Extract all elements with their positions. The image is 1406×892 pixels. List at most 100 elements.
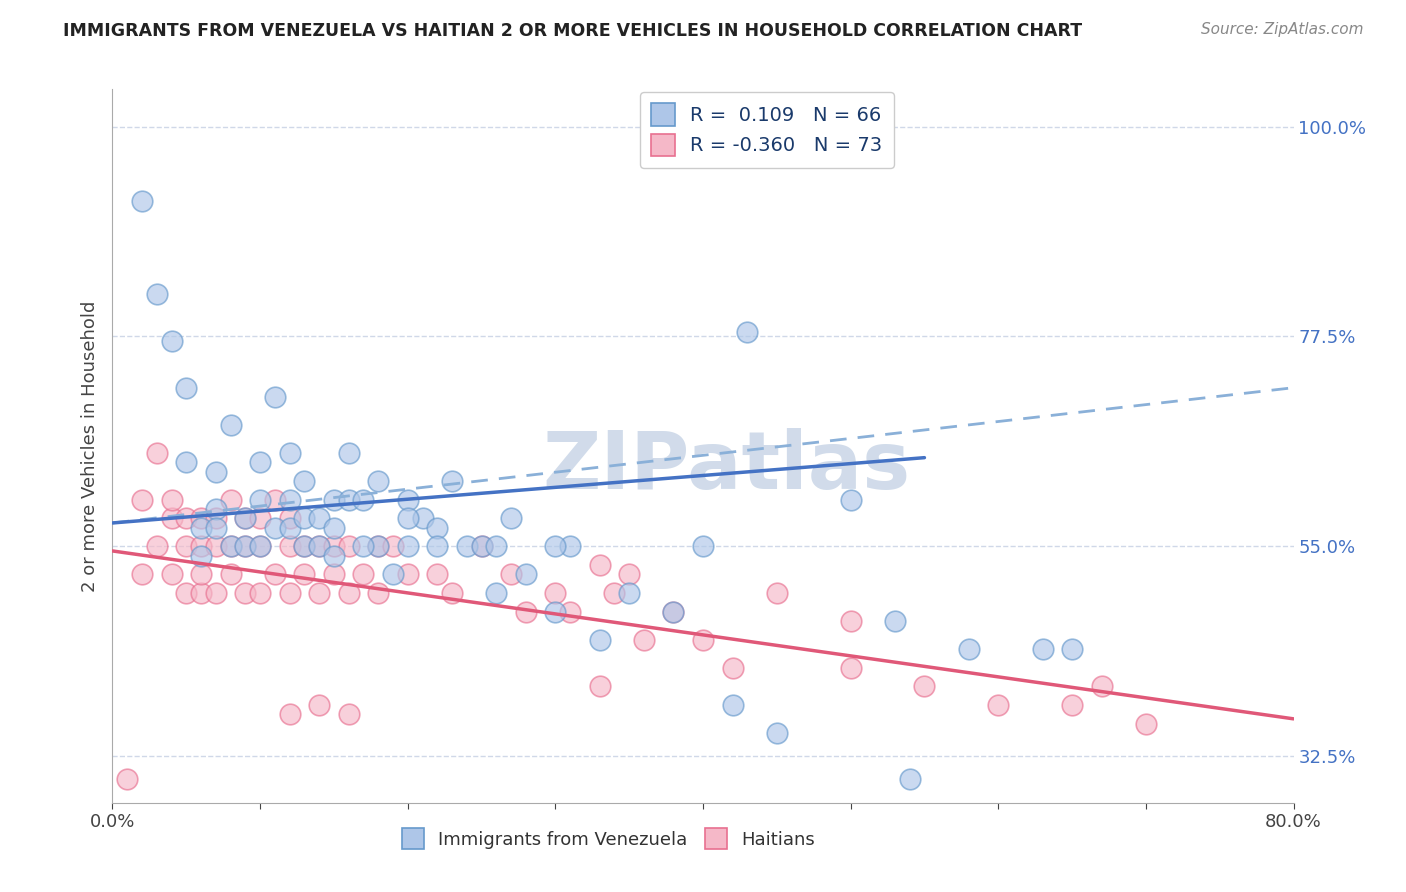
Point <box>233 539 256 553</box>
Point <box>308 511 330 525</box>
Point <box>146 287 169 301</box>
Point <box>396 567 419 582</box>
Point <box>411 511 433 525</box>
Point <box>219 417 242 432</box>
Point <box>205 586 228 600</box>
Point <box>131 492 153 507</box>
Point <box>501 567 523 582</box>
Point <box>766 586 789 600</box>
Point <box>914 679 936 693</box>
Point <box>426 567 449 582</box>
Legend: Immigrants from Venezuela, Haitians: Immigrants from Venezuela, Haitians <box>392 819 824 858</box>
Point <box>662 605 685 619</box>
Point <box>264 390 287 404</box>
Point <box>174 381 197 395</box>
Point <box>292 539 315 553</box>
Point <box>292 474 315 488</box>
Point <box>219 539 242 553</box>
Point <box>278 511 301 525</box>
Point <box>190 549 212 563</box>
Point <box>337 586 360 600</box>
Point <box>278 707 301 722</box>
Point <box>426 521 449 535</box>
Point <box>308 539 330 553</box>
Point <box>470 539 494 553</box>
Point <box>396 539 419 553</box>
Point <box>721 660 744 674</box>
Point <box>264 521 287 535</box>
Point <box>323 567 346 582</box>
Point <box>839 660 862 674</box>
Point <box>456 539 478 553</box>
Point <box>898 772 921 787</box>
Point <box>131 194 153 208</box>
Point <box>323 539 346 553</box>
Point <box>131 567 153 582</box>
Point <box>190 586 212 600</box>
Point <box>190 539 212 553</box>
Point <box>1164 847 1187 862</box>
Point <box>190 567 212 582</box>
Point <box>219 492 242 507</box>
Text: IMMIGRANTS FROM VENEZUELA VS HAITIAN 2 OR MORE VEHICLES IN HOUSEHOLD CORRELATION: IMMIGRANTS FROM VENEZUELA VS HAITIAN 2 O… <box>63 22 1083 40</box>
Point <box>485 586 508 600</box>
Point <box>396 511 419 525</box>
Point <box>515 605 537 619</box>
Point <box>292 539 315 553</box>
Point <box>249 492 271 507</box>
Point <box>323 492 346 507</box>
Point <box>146 539 169 553</box>
Point <box>352 567 374 582</box>
Point <box>233 511 256 525</box>
Point <box>692 539 714 553</box>
Point <box>588 632 610 647</box>
Point <box>292 567 315 582</box>
Point <box>721 698 744 712</box>
Point <box>292 511 315 525</box>
Text: ZIPatlas: ZIPatlas <box>543 428 911 507</box>
Point <box>337 539 360 553</box>
Point <box>692 632 714 647</box>
Point <box>308 539 330 553</box>
Point <box>603 586 626 600</box>
Point <box>987 698 1010 712</box>
Point <box>337 707 360 722</box>
Point <box>249 539 271 553</box>
Point <box>323 549 346 563</box>
Point <box>160 492 183 507</box>
Point <box>117 772 138 787</box>
Point <box>278 492 301 507</box>
Point <box>766 726 789 740</box>
Point <box>352 492 374 507</box>
Point <box>249 586 271 600</box>
Point <box>426 539 449 553</box>
Point <box>278 521 301 535</box>
Point <box>619 586 641 600</box>
Point <box>205 539 228 553</box>
Point <box>278 586 301 600</box>
Point <box>588 558 610 572</box>
Point <box>619 567 641 582</box>
Point <box>367 539 389 553</box>
Point <box>337 446 360 460</box>
Point <box>633 632 655 647</box>
Point <box>396 492 419 507</box>
Point <box>737 325 759 339</box>
Point <box>957 641 980 656</box>
Point <box>264 567 287 582</box>
Point <box>249 455 271 469</box>
Point <box>264 492 287 507</box>
Point <box>174 455 197 469</box>
Point <box>544 605 567 619</box>
Point <box>219 539 242 553</box>
Point <box>367 586 389 600</box>
Point <box>174 539 197 553</box>
Point <box>367 474 389 488</box>
Point <box>190 511 212 525</box>
Point <box>1062 698 1084 712</box>
Point <box>544 539 567 553</box>
Point <box>1091 679 1114 693</box>
Point <box>337 492 360 507</box>
Point <box>233 511 256 525</box>
Point <box>160 567 183 582</box>
